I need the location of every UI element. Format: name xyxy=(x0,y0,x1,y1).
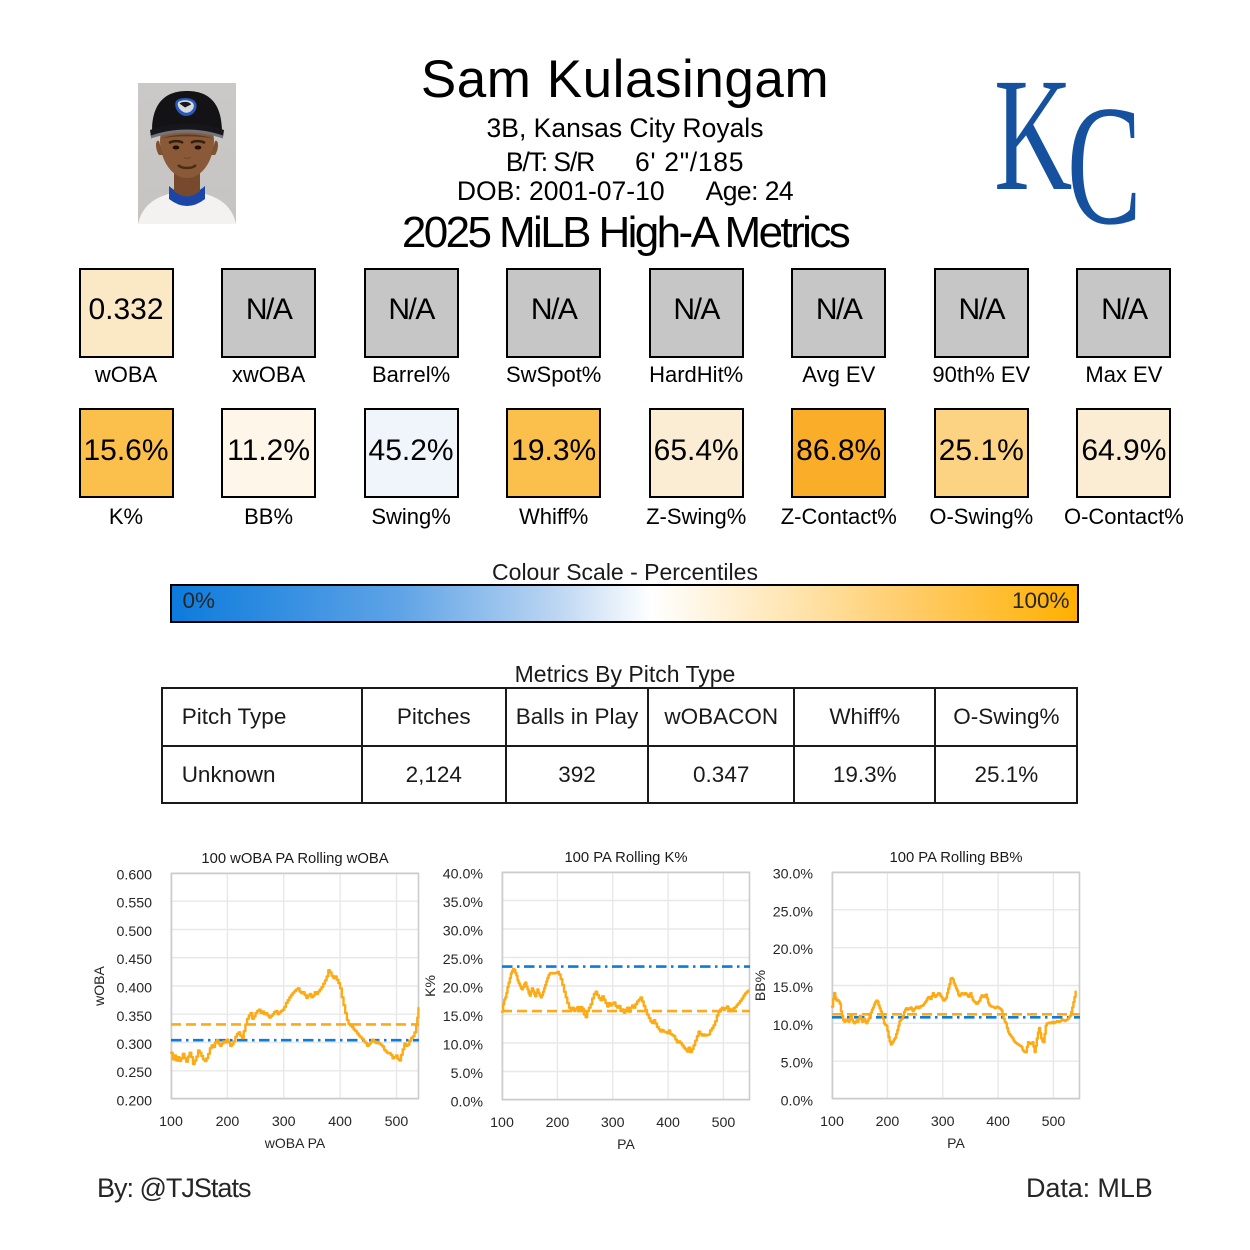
svg-text:200: 200 xyxy=(876,1114,900,1130)
svg-text:10.0%: 10.0% xyxy=(773,1018,814,1034)
svg-text:200: 200 xyxy=(216,1114,240,1130)
svg-text:0.500: 0.500 xyxy=(116,924,152,940)
svg-text:500: 500 xyxy=(1042,1114,1066,1130)
svg-text:0.550: 0.550 xyxy=(116,896,152,912)
svg-text:100 PA Rolling BB%: 100 PA Rolling BB% xyxy=(890,850,1023,866)
svg-text:20.0%: 20.0% xyxy=(773,942,814,958)
svg-text:5.0%: 5.0% xyxy=(781,1056,814,1072)
svg-text:wOBA PA: wOBA PA xyxy=(264,1135,326,1151)
svg-text:0.200: 0.200 xyxy=(116,1094,152,1110)
svg-text:0.0%: 0.0% xyxy=(451,1095,484,1111)
svg-text:100: 100 xyxy=(820,1114,844,1130)
svg-text:wOBA: wOBA xyxy=(91,966,107,1007)
svg-text:100: 100 xyxy=(159,1114,183,1130)
svg-text:5.0%: 5.0% xyxy=(451,1066,484,1082)
svg-text:0.350: 0.350 xyxy=(116,1009,152,1025)
svg-text:30.0%: 30.0% xyxy=(443,924,484,940)
svg-text:300: 300 xyxy=(931,1114,955,1130)
svg-text:PA: PA xyxy=(617,1136,635,1152)
svg-text:400: 400 xyxy=(328,1114,352,1130)
svg-text:400: 400 xyxy=(986,1114,1010,1130)
svg-text:100 wOBA PA Rolling wOBA: 100 wOBA PA Rolling wOBA xyxy=(201,851,388,867)
svg-text:400: 400 xyxy=(656,1115,680,1131)
svg-text:0.600: 0.600 xyxy=(116,868,152,884)
svg-text:0.300: 0.300 xyxy=(116,1037,152,1053)
svg-text:C: C xyxy=(1067,71,1142,250)
svg-text:100 PA Rolling K%: 100 PA Rolling K% xyxy=(564,850,687,866)
svg-text:0.250: 0.250 xyxy=(116,1065,152,1081)
svg-text:200: 200 xyxy=(546,1115,570,1131)
svg-text:BB%: BB% xyxy=(752,970,768,1001)
svg-text:0.400: 0.400 xyxy=(116,981,152,997)
svg-text:15.0%: 15.0% xyxy=(443,1009,484,1025)
svg-text:0.0%: 0.0% xyxy=(781,1094,814,1110)
svg-text:20.0%: 20.0% xyxy=(443,981,484,997)
svg-text:25.0%: 25.0% xyxy=(773,904,814,920)
svg-text:100: 100 xyxy=(490,1115,514,1131)
svg-text:40.0%: 40.0% xyxy=(443,867,484,883)
svg-text:500: 500 xyxy=(712,1115,736,1131)
svg-text:300: 300 xyxy=(601,1115,625,1131)
svg-text:300: 300 xyxy=(272,1114,296,1130)
svg-text:PA: PA xyxy=(947,1135,965,1151)
svg-text:K%: K% xyxy=(422,975,438,997)
svg-text:30.0%: 30.0% xyxy=(773,867,814,883)
svg-text:0.450: 0.450 xyxy=(116,952,152,968)
svg-text:35.0%: 35.0% xyxy=(443,895,484,911)
svg-text:500: 500 xyxy=(385,1114,409,1130)
svg-text:10.0%: 10.0% xyxy=(443,1038,484,1054)
svg-text:25.0%: 25.0% xyxy=(443,952,484,968)
svg-text:15.0%: 15.0% xyxy=(773,980,814,996)
svg-text:K: K xyxy=(994,50,1072,224)
